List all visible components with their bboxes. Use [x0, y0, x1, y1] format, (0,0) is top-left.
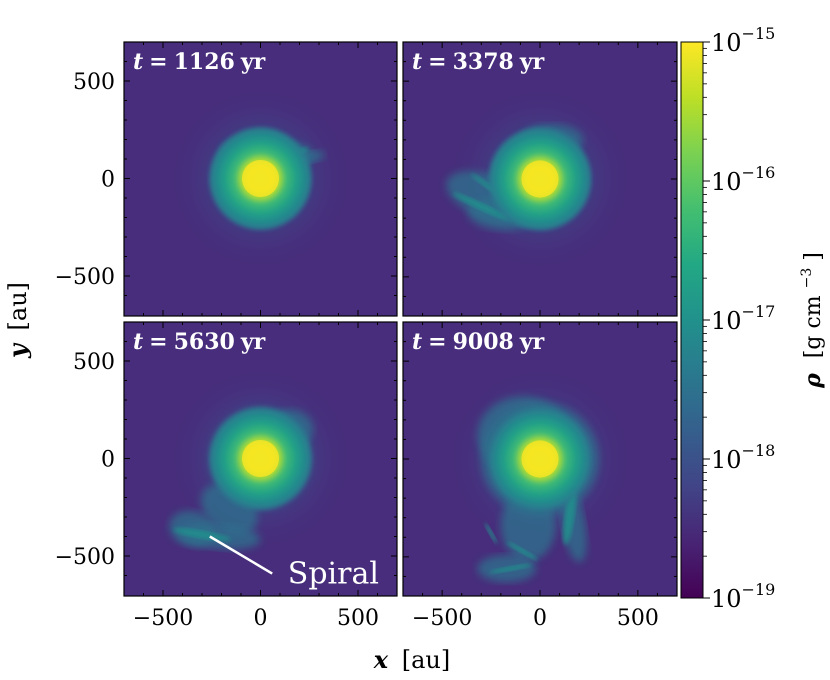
spiral-stream: [484, 523, 498, 544]
time-label-unit: yr: [519, 329, 545, 355]
colorbar-tick-base: 10: [711, 585, 742, 613]
colorbar-label-unit: [g cm: [801, 295, 826, 358]
density-map: [403, 42, 677, 316]
y-axis-label-unit: [au]: [4, 282, 32, 331]
x-tick-label: 500: [337, 606, 379, 631]
y-tick-label: 0: [101, 168, 115, 193]
time-label-eq: =: [428, 49, 446, 75]
colorbar-tick-exp: −15: [742, 24, 776, 43]
y-tick-label: 0: [101, 448, 115, 473]
time-label-value: 1126: [174, 49, 235, 75]
spiral-annotation: Spiral: [288, 556, 379, 591]
core: [521, 160, 559, 198]
axis-ticks: [124, 42, 397, 316]
axis-ticks: [403, 42, 677, 316]
core: [521, 440, 559, 478]
colorbar-label-close: ]: [801, 252, 826, 261]
time-label: t = 9008 yr: [412, 329, 545, 355]
colorbar-tick-base: 10: [711, 29, 742, 57]
x-tick-label: 500: [617, 606, 659, 631]
x-tick-label: 0: [533, 606, 547, 631]
colorbar-tick-exp: −18: [742, 441, 776, 460]
panel-4: t = 9008 yr −500 0 500: [402, 321, 678, 631]
time-label-var: t: [412, 329, 422, 355]
colorbar-tick-label: 10−19: [711, 580, 775, 613]
spiral-stream: [507, 541, 538, 561]
axis-ticks: [124, 322, 397, 596]
y-tick-label: 500: [73, 350, 115, 375]
colorbar-tick-label: 10−16: [711, 163, 775, 196]
y-tick-label: −500: [55, 265, 115, 290]
axis-ticks: [403, 322, 677, 596]
density-map: [403, 322, 677, 596]
core: [241, 439, 280, 478]
time-label-value: 5630: [174, 329, 235, 355]
time-label: t = 5630 yr: [133, 329, 266, 355]
y-tick-label: −500: [55, 545, 115, 570]
time-label-value: 9008: [453, 329, 514, 355]
spiral-stream: [173, 528, 231, 541]
time-label-var: t: [412, 49, 422, 75]
spiral-stream: [563, 490, 576, 545]
panel-2: t = 3378 yr: [402, 41, 678, 317]
colorbar-tick-base: 10: [711, 307, 742, 335]
colorbar-gradient: [680, 41, 704, 599]
colorbar-tick-exp: −16: [742, 163, 776, 182]
colorbar-tick-label: 10−17: [711, 302, 775, 335]
colorbar-tick-label: 10−15: [711, 24, 775, 57]
time-label: t = 3378 yr: [412, 49, 545, 75]
colorbar-label: ρ [g cm −3 ]: [792, 252, 826, 389]
spiral-stream: [452, 192, 510, 221]
density-map: [124, 322, 397, 596]
colorbar-tick-exp: −17: [742, 302, 776, 321]
core: [241, 159, 280, 198]
time-label-unit: yr: [240, 49, 266, 75]
time-label-eq: =: [149, 49, 167, 75]
y-axis-label-var: y: [3, 342, 32, 359]
time-label: t = 1126 yr: [133, 49, 266, 75]
time-label-var: t: [133, 329, 143, 355]
time-label-unit: yr: [240, 329, 266, 355]
x-axis-label: x [au]: [373, 645, 450, 674]
colorbar-tick-base: 10: [711, 168, 742, 196]
time-label-value: 3378: [453, 49, 514, 75]
x-tick-label: −500: [133, 606, 193, 631]
colorbar-tick-base: 10: [711, 446, 742, 474]
x-tick-label: −500: [412, 606, 472, 631]
colorbar-label-var: ρ: [800, 373, 826, 389]
time-label-unit: yr: [519, 49, 545, 75]
spiral-stream: [489, 564, 532, 573]
y-axis-label: y [au]: [3, 282, 32, 359]
panel-3: t = 5630 yr −500 0 500 500 0 −500 Spiral: [55, 321, 398, 631]
time-label-var: t: [133, 49, 143, 75]
colorbar-label-exp: −3: [799, 268, 815, 289]
time-label-eq: =: [428, 329, 446, 355]
y-tick-label: 500: [73, 70, 115, 95]
colorbar-tick-label: 10−18: [711, 441, 775, 474]
colorbar-tick-exp: −19: [742, 580, 776, 599]
time-label-eq: =: [149, 329, 167, 355]
panel-1: t = 1126 yr 500 0 −500: [55, 41, 398, 317]
spiral-annotation-line: [209, 535, 273, 575]
x-axis-label-unit: [au]: [402, 646, 451, 674]
x-tick-label: 0: [254, 606, 268, 631]
x-axis-label-var: x: [373, 645, 389, 674]
density-map: [124, 42, 397, 316]
